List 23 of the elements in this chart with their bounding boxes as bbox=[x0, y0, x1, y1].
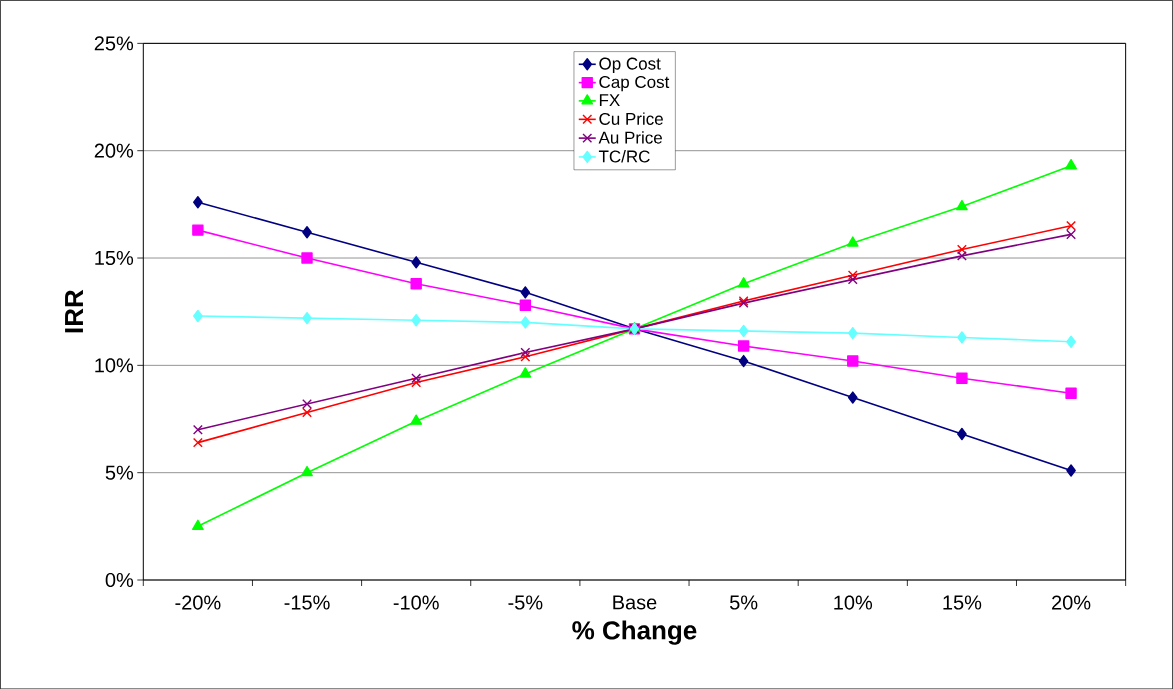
legend-label: Cu Price bbox=[599, 112, 663, 125]
x-tick-label: 15% bbox=[943, 595, 982, 610]
y-tick-label: 10% bbox=[95, 358, 134, 373]
legend-label: FX bbox=[599, 94, 620, 106]
x-tick-label: 20% bbox=[1052, 595, 1091, 610]
x-tick-label: 10% bbox=[834, 595, 873, 610]
legend-label: Op Cost bbox=[599, 57, 661, 73]
y-tick-label: 5% bbox=[105, 465, 134, 480]
x-tick-label: -20% bbox=[175, 595, 221, 610]
x-tick-label: 5% bbox=[729, 595, 758, 610]
y-tick-label: 15% bbox=[95, 250, 134, 265]
x-tick-label: -10% bbox=[393, 595, 439, 610]
y-axis-title: IRR bbox=[65, 289, 83, 333]
y-tick-label: 20% bbox=[94, 143, 134, 158]
x-axis-title: % Change bbox=[572, 620, 697, 645]
y-tick-label: 0% bbox=[105, 572, 134, 587]
x-tick-label: -15% bbox=[284, 595, 330, 610]
x-tick-label: -5% bbox=[508, 595, 543, 610]
legend-label: TC/RC bbox=[598, 149, 650, 163]
y-tick-label: 25% bbox=[94, 36, 134, 51]
legend-label: Cap Cost bbox=[599, 75, 670, 92]
legend-label: Au Price bbox=[598, 131, 662, 144]
x-tick-label: Base bbox=[613, 595, 657, 610]
